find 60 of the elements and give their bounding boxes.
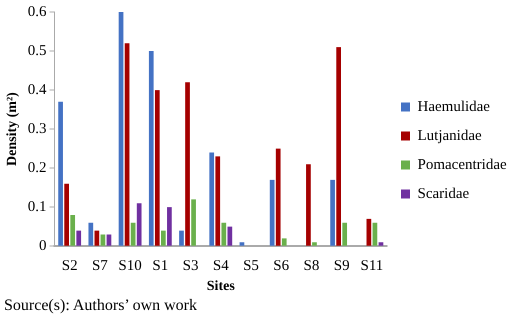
bar — [209, 152, 214, 246]
bar — [154, 90, 160, 246]
x-tick-label: S9 — [334, 258, 350, 274]
bar — [136, 203, 142, 246]
legend-label: Lutjanidae — [418, 128, 482, 144]
bar — [118, 12, 124, 246]
y-tick-label: 0.6 — [28, 4, 48, 20]
bar — [282, 238, 287, 246]
bar — [336, 47, 341, 246]
x-tick-label: S5 — [243, 258, 259, 274]
bar — [130, 222, 136, 246]
bar — [179, 230, 184, 246]
bar — [70, 214, 76, 246]
y-tick-label: 0.4 — [28, 82, 48, 98]
bar — [76, 230, 82, 246]
bar — [227, 226, 232, 246]
y-tick-label: 0.1 — [28, 199, 47, 216]
bar — [167, 207, 172, 246]
x-axis-title: Sites — [206, 279, 236, 294]
bar — [372, 222, 378, 246]
x-tick-label: S4 — [212, 258, 230, 274]
y-tick-label: 0.5 — [28, 42, 47, 59]
y-axis-title: Density (m²) — [5, 92, 20, 166]
bar — [276, 148, 281, 246]
x-tick-label: S10 — [118, 258, 142, 274]
bar — [124, 43, 130, 246]
y-tick-label: 0 — [39, 238, 47, 254]
bar — [312, 242, 317, 246]
bar — [185, 82, 190, 246]
bar — [378, 242, 384, 246]
bar — [106, 234, 112, 246]
x-tick-label: S7 — [92, 258, 108, 274]
bar — [160, 230, 166, 246]
bar — [366, 218, 372, 246]
bar — [88, 222, 94, 246]
bar — [221, 222, 226, 246]
x-tick-label: S2 — [62, 258, 78, 274]
x-tick-label: S1 — [152, 258, 168, 274]
bar — [58, 102, 63, 246]
bar — [94, 230, 100, 246]
legend-label: Scaridae — [418, 186, 470, 202]
x-tick-label: S6 — [273, 258, 290, 274]
bar — [191, 199, 196, 246]
bar — [148, 51, 154, 246]
y-tick-label: 0.3 — [28, 121, 47, 138]
x-tick-label: S8 — [304, 258, 320, 274]
bar — [215, 156, 220, 246]
x-tick-label: S11 — [360, 258, 384, 274]
bar — [342, 222, 348, 246]
legend-label: Haemulidae — [418, 98, 490, 115]
bar — [330, 180, 335, 246]
legend-label: Pomacentridae — [418, 156, 507, 173]
bar — [270, 180, 275, 246]
bar — [240, 242, 244, 246]
source-note: Source(s): Authors’ own work — [4, 297, 198, 315]
x-tick-label: S3 — [182, 258, 198, 274]
bar — [64, 184, 69, 246]
bar — [100, 234, 106, 246]
y-tick-label: 0.2 — [28, 160, 47, 176]
bar — [306, 164, 311, 246]
